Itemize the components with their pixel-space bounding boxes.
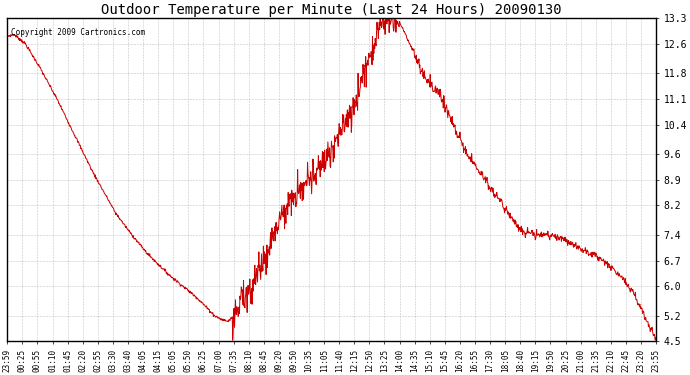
Title: Outdoor Temperature per Minute (Last 24 Hours) 20090130: Outdoor Temperature per Minute (Last 24 … bbox=[101, 3, 562, 17]
Text: Copyright 2009 Cartronics.com: Copyright 2009 Cartronics.com bbox=[10, 28, 145, 37]
